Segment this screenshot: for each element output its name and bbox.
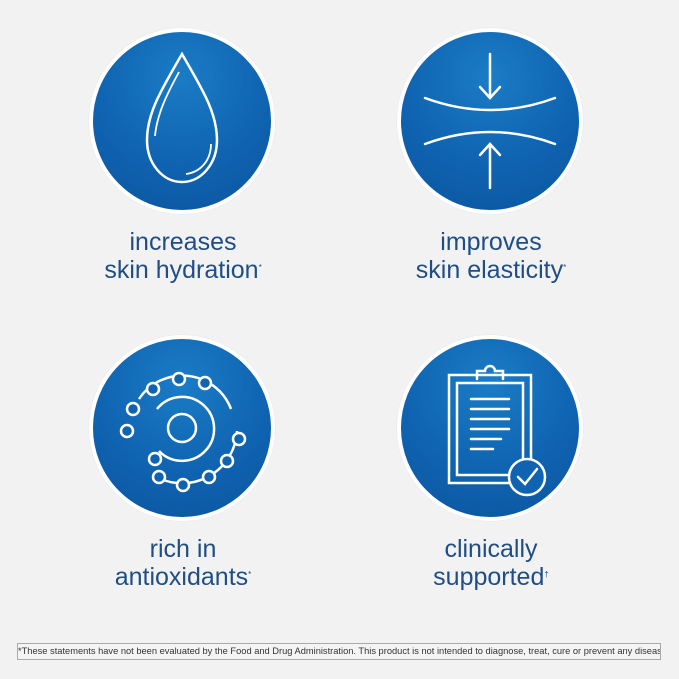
label-line-2-text: supported (433, 563, 545, 591)
label-line-2: antioxidants* (33, 563, 333, 591)
label-line-2-text: antioxidants (114, 563, 249, 591)
fda-disclaimer: *These statements have not been evaluate… (17, 643, 661, 660)
molecule-orbit-icon (119, 371, 247, 493)
label-line-1: increases (129, 228, 237, 256)
clipboard-check-icon (447, 364, 547, 497)
elasticity-badge (397, 28, 583, 214)
label-line-1: clinically (444, 535, 538, 563)
label-line-2: skin elasticity* (341, 256, 641, 284)
footnote-mark: * (563, 263, 567, 272)
footnote-mark: † (544, 570, 549, 579)
label-line-2: skin hydration* (33, 256, 333, 284)
feature-label: rich in antioxidants* (33, 535, 333, 591)
feature-antioxidants: rich in antioxidants* (33, 335, 333, 605)
hydration-badge (89, 28, 275, 214)
feature-clinical: clinically supported† (341, 335, 641, 605)
compress-arrows-icon (423, 52, 557, 190)
water-drop-icon (145, 51, 219, 184)
label-line-2-text: skin elasticity (415, 256, 564, 284)
feature-elasticity: improves skin elasticity* (341, 28, 641, 298)
footnote-mark: * (258, 263, 262, 272)
footnote-mark: * (248, 570, 252, 579)
label-line-1: improves (440, 228, 542, 256)
feature-label: improves skin elasticity* (341, 228, 641, 284)
feature-label: clinically supported† (341, 535, 641, 591)
feature-label: increases skin hydration* (33, 228, 333, 284)
clinical-badge (397, 335, 583, 521)
antioxidants-badge (89, 335, 275, 521)
label-line-2-text: skin hydration (104, 256, 259, 284)
feature-hydration: increases skin hydration* (33, 28, 333, 298)
label-line-1: rich in (149, 535, 217, 563)
label-line-2: supported† (341, 563, 641, 591)
